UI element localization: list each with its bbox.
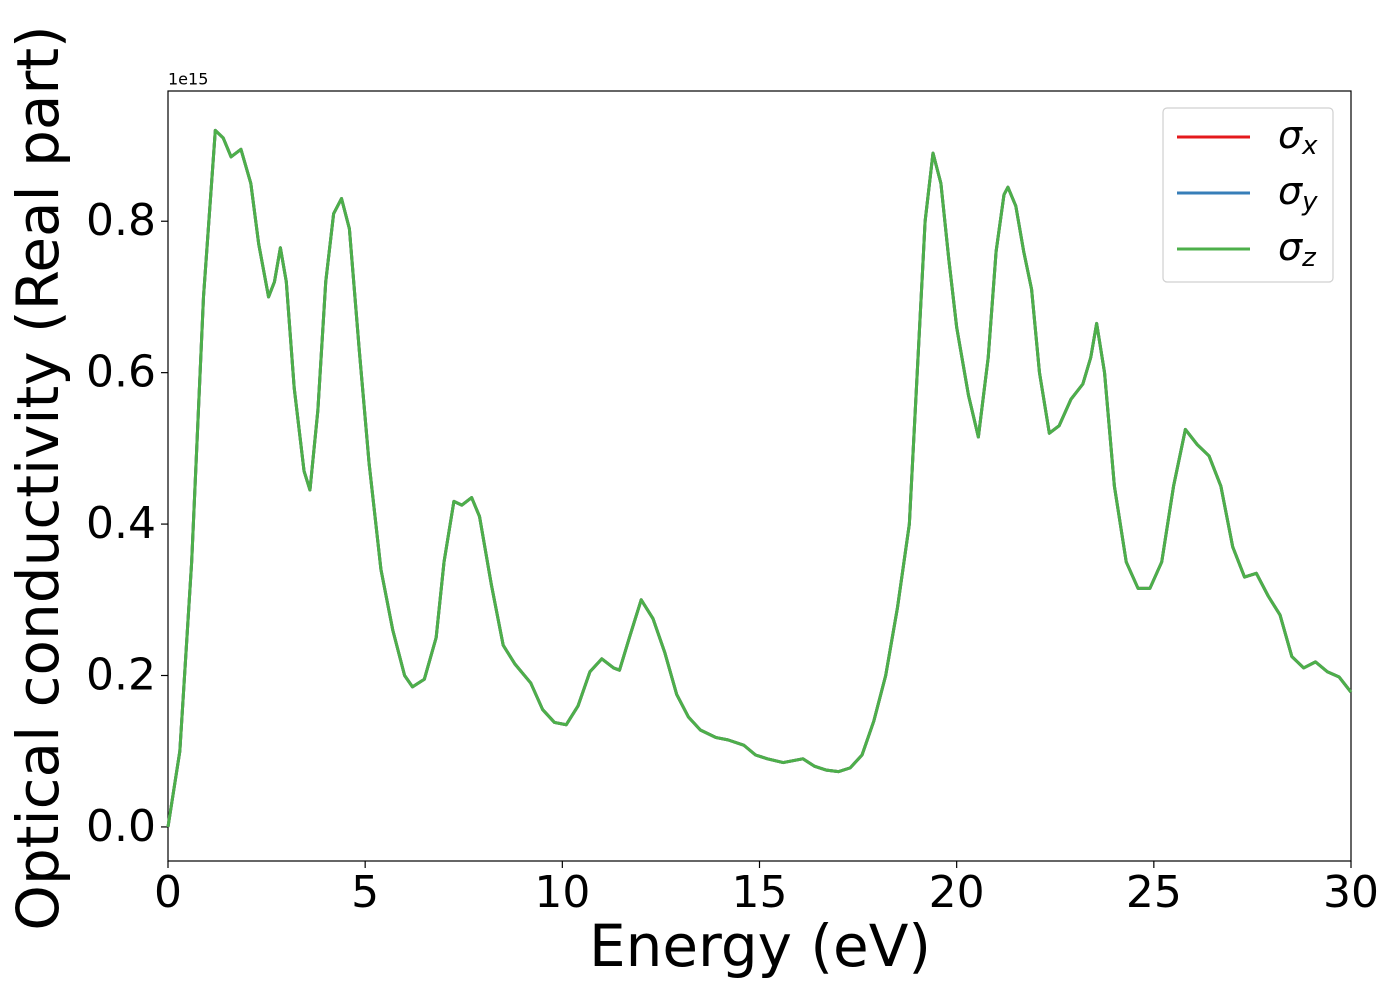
x-axis-label: Energy (eV) — [589, 912, 931, 980]
x-tick-label: 0 — [154, 867, 182, 918]
x-tick-label: 20 — [929, 867, 985, 918]
x-tick-label: 30 — [1323, 867, 1379, 918]
y-tick-label: 0.4 — [86, 498, 156, 549]
y-tick-label: 0.0 — [86, 801, 156, 852]
x-tick-label: 15 — [732, 867, 788, 918]
legend-label: σy — [1278, 169, 1318, 217]
y-tick-label: 0.8 — [86, 195, 156, 246]
y-tick-label: 0.6 — [86, 347, 156, 398]
y-tick-label: 0.2 — [86, 650, 156, 701]
legend-label: σx — [1278, 113, 1318, 161]
legend-label: σz — [1278, 225, 1317, 273]
series-line — [166, 128, 1353, 828]
x-tick-label: 25 — [1126, 867, 1182, 918]
offset-label: 1e15 — [168, 70, 208, 89]
legend-box — [1162, 107, 1334, 283]
x-tick-label: 10 — [534, 867, 590, 918]
x-tick-label: 5 — [351, 867, 379, 918]
y-axis-label: Optical conductivity (Real part) — [4, 25, 72, 930]
